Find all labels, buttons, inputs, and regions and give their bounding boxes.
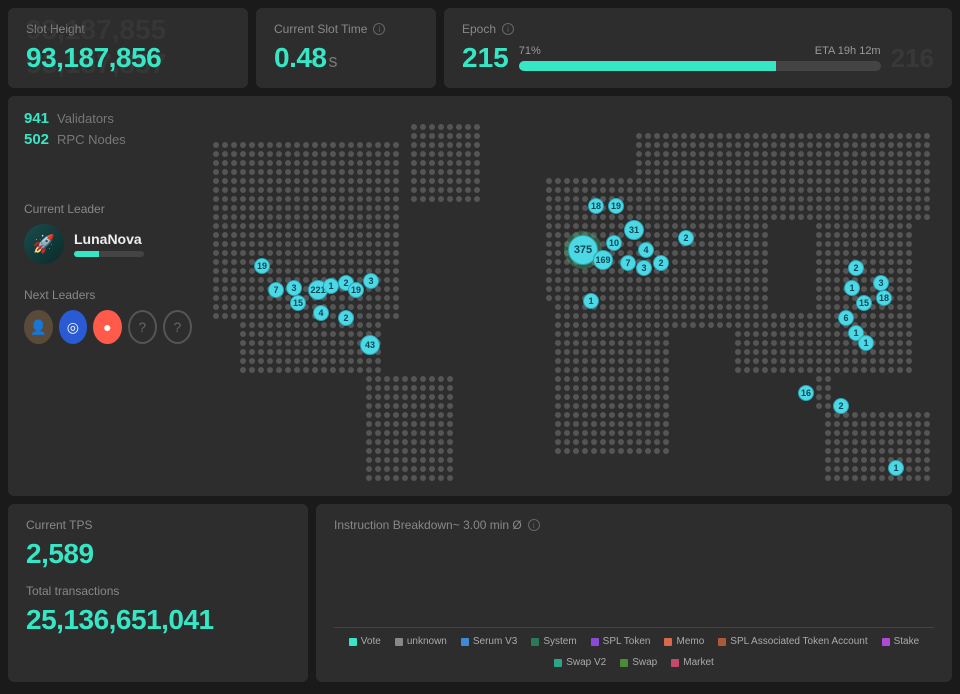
info-icon[interactable]: i (502, 23, 514, 35)
map-node[interactable]: 4 (638, 242, 654, 258)
map-node[interactable]: 1 (323, 278, 339, 294)
legend-item: SPL Associated Token Account (718, 636, 867, 647)
legend-item: unknown (395, 636, 447, 647)
map-node[interactable]: 15 (290, 295, 306, 311)
legend-item: Serum V3 (461, 636, 517, 647)
map-node[interactable]: 1 (858, 335, 874, 351)
next-leader-avatar[interactable]: ◎ (59, 310, 88, 344)
map-node[interactable]: 43 (360, 335, 380, 355)
validators-count: 941 (24, 110, 49, 127)
rpc-label: RPC Nodes (57, 132, 126, 147)
epoch-progress-bar (519, 61, 881, 71)
legend-item: Stake (882, 636, 920, 647)
leader-avatar: 🚀 (24, 224, 64, 264)
map-node[interactable]: 2 (848, 260, 864, 276)
map-node[interactable]: 19 (608, 198, 624, 214)
tps-label: Current TPS (26, 518, 290, 532)
slot-time-label: Current Slot Time i (274, 22, 418, 36)
map-node[interactable]: 3 (636, 260, 652, 276)
instruction-chart (334, 538, 934, 628)
map-node[interactable]: 19 (254, 258, 270, 274)
map-node[interactable]: 31 (624, 220, 644, 240)
map-node[interactable]: 3 (363, 273, 379, 289)
map-node[interactable]: 3 (873, 275, 889, 291)
map-node[interactable]: 19 (348, 282, 364, 298)
current-leader[interactable]: 🚀 LunaNova (24, 224, 192, 264)
slot-height-value: 93,187,856 (26, 42, 230, 74)
chart-legend: Vote unknown Serum V3 System SPL Token Memo SP… (334, 636, 934, 668)
next-leader-avatar[interactable]: 👤 (24, 310, 53, 344)
map-node[interactable]: 2 (653, 255, 669, 271)
instruction-chart-card: Instruction Breakdown~ 3.00 min Ø i Vote… (316, 504, 952, 682)
legend-item: SPL Token (591, 636, 651, 647)
next-leader-avatar[interactable]: ? (163, 310, 192, 344)
epoch-eta: ETA 19h 12m (815, 45, 881, 57)
epoch-percent: 71% (519, 45, 541, 57)
tps-card: Current TPS 2,589 Total transactions 25,… (8, 504, 308, 682)
map-node[interactable]: 4 (313, 305, 329, 321)
legend-item: Swap V2 (554, 657, 606, 668)
next-leaders-label: Next Leaders (24, 288, 192, 302)
total-tx-value: 25,136,651,041 (26, 604, 290, 636)
info-icon[interactable]: i (528, 519, 540, 531)
leader-name: LunaNova (74, 231, 144, 247)
epoch-value: 215 (462, 42, 509, 74)
legend-item: Memo (664, 636, 704, 647)
map-node[interactable]: 1 (583, 293, 599, 309)
map-node[interactable]: 1 (888, 460, 904, 476)
map-node[interactable]: 3 (286, 280, 302, 296)
map-node[interactable]: 10 (606, 235, 622, 251)
validators-label: Validators (57, 111, 114, 126)
map-node[interactable]: 1 (844, 280, 860, 296)
map-node[interactable]: 15 (856, 295, 872, 311)
map-card: 941 Validators 502 RPC Nodes Current Lea… (8, 96, 952, 496)
map-node[interactable]: 18 (588, 198, 604, 214)
epoch-label: Epoch i (462, 22, 934, 36)
map-node[interactable]: 7 (268, 282, 284, 298)
chart-label: Instruction Breakdown~ 3.00 min Ø i (334, 518, 934, 532)
next-leader-avatar[interactable]: ? (128, 310, 157, 344)
info-icon[interactable]: i (373, 23, 385, 35)
legend-item: Swap (620, 657, 657, 668)
map-node[interactable]: 7 (620, 255, 636, 271)
map-node[interactable]: 2 (833, 398, 849, 414)
epoch-next: 216 (891, 43, 934, 74)
next-leader-avatar[interactable]: ● (93, 310, 122, 344)
legend-item: Market (671, 657, 714, 668)
rpc-count: 502 (24, 131, 49, 148)
slot-time-card: Current Slot Time i 0.48s (256, 8, 436, 88)
leader-progress (74, 251, 144, 257)
slot-height-card: 93,187,855 93,187,857 Slot Height 93,187… (8, 8, 248, 88)
map-node[interactable]: 169 (593, 250, 613, 270)
map-node[interactable]: 16 (798, 385, 814, 401)
map-node[interactable]: 6 (838, 310, 854, 326)
map-node[interactable]: 2 (338, 310, 354, 326)
map-node[interactable]: 18 (876, 290, 892, 306)
legend-item: Vote (349, 636, 381, 647)
legend-item: System (531, 636, 576, 647)
map-node[interactable]: 2 (678, 230, 694, 246)
epoch-card: Epoch i 215 71% ETA 19h 12m 216 (444, 8, 952, 88)
current-leader-label: Current Leader (24, 202, 192, 216)
slot-time-value: 0.48s (274, 42, 418, 74)
total-tx-label: Total transactions (26, 584, 290, 598)
tps-value: 2,589 (26, 538, 290, 570)
